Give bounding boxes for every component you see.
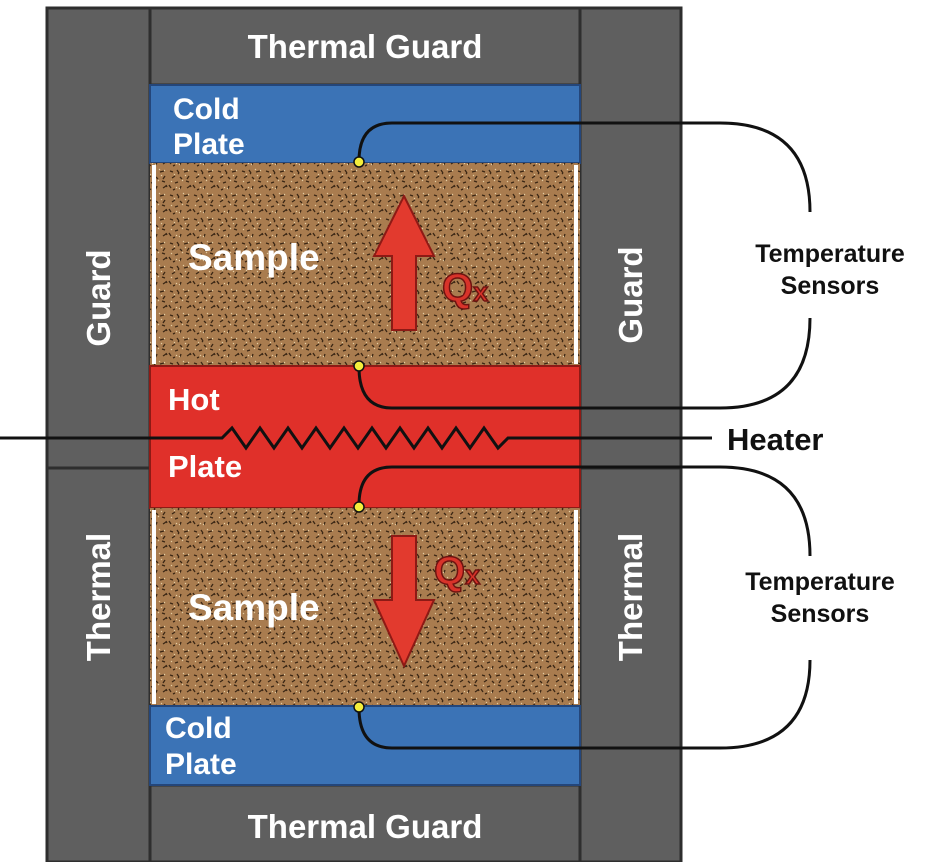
cold-plate-bottom-label-line2: Plate bbox=[165, 748, 237, 781]
sensor-dot-hot-upper bbox=[353, 360, 365, 372]
sensor-dot-hot-lower bbox=[353, 501, 365, 513]
sensor-bracket-bottom-upper bbox=[719, 465, 812, 557]
sensor-bracket-top-upper bbox=[719, 121, 812, 213]
temperature-sensors-bottom-label-line2: Sensors bbox=[771, 600, 870, 628]
heater-wire bbox=[0, 425, 712, 451]
sensor-wire-hot-upper bbox=[357, 366, 720, 410]
heat-flux-top-x-subscript: x bbox=[473, 277, 488, 307]
thermal-right-label: Thermal bbox=[612, 533, 649, 661]
thermal-guard-bottom bbox=[148, 783, 582, 862]
sample-bottom bbox=[150, 508, 580, 706]
hot-plate-label-line2: Plate bbox=[168, 449, 242, 484]
cold-plate-bottom bbox=[149, 705, 581, 786]
heat-flux-down-arrow bbox=[372, 535, 436, 669]
thermal-left-label: Thermal bbox=[80, 533, 117, 661]
sensor-wire-bottom-cold bbox=[357, 707, 720, 750]
sensor-bracket-top-lower bbox=[719, 317, 812, 410]
sample-top bbox=[150, 163, 580, 366]
thermal-guard-top-label: Thermal Guard bbox=[248, 28, 483, 65]
cold-plate-bottom-label-line1: Cold bbox=[165, 712, 232, 745]
guard-right-label: Guard bbox=[612, 246, 649, 343]
heat-flux-top-q: Qx bbox=[442, 266, 488, 310]
sensor-wire-hot-lower bbox=[357, 465, 720, 506]
sensor-dot-top-cold bbox=[353, 156, 365, 168]
heat-flux-bottom-q-letter: Q bbox=[434, 549, 465, 593]
heater-label: Heater bbox=[727, 422, 824, 457]
guard-left-label: Guard bbox=[80, 249, 117, 346]
thermal-guard-bottom-label: Thermal Guard bbox=[248, 808, 483, 845]
cold-plate-top-label-line1: Cold bbox=[173, 93, 240, 126]
sensor-bracket-bottom-lower bbox=[719, 659, 812, 750]
heat-flux-bottom-x-subscript: x bbox=[465, 560, 480, 590]
sensor-wire-top-cold bbox=[357, 121, 720, 162]
sample-top-label: Sample bbox=[188, 237, 320, 278]
temperature-sensors-top-label-line1: Temperature bbox=[755, 240, 905, 268]
thermal-guard-top bbox=[148, 6, 582, 87]
sample-bottom-label: Sample bbox=[188, 587, 320, 628]
temperature-sensors-top-label-line2: Sensors bbox=[781, 272, 880, 300]
temperature-sensors-bottom-label-line1: Temperature bbox=[745, 568, 895, 596]
heat-flux-up-arrow bbox=[372, 193, 436, 331]
sensor-dot-bottom-cold bbox=[353, 701, 365, 713]
cold-plate-top-label-line2: Plate bbox=[173, 128, 245, 161]
heat-flux-top-q-letter: Q bbox=[442, 266, 473, 310]
heat-flux-bottom-q: Qx bbox=[434, 549, 480, 593]
hot-plate-label-line1: Hot bbox=[168, 382, 220, 417]
